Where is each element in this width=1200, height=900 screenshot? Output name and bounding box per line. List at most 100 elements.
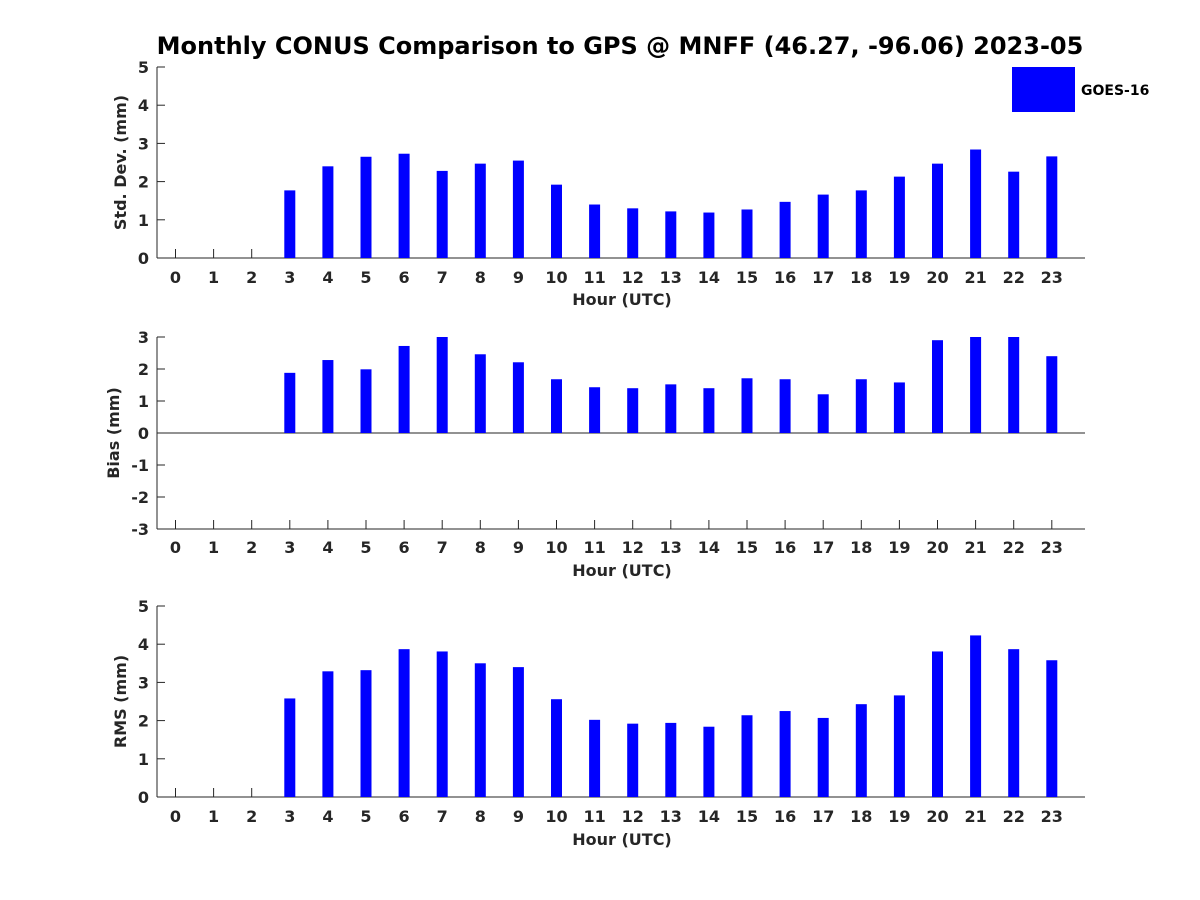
bar-hour-10 xyxy=(551,184,562,258)
bar-hour-21 xyxy=(970,149,982,258)
x-tick-label: 6 xyxy=(399,538,410,557)
bar-hour-12 xyxy=(627,723,639,797)
x-tick-label: 23 xyxy=(1041,807,1063,826)
bar-hour-17 xyxy=(817,717,829,797)
x-tick-label: 3 xyxy=(284,807,295,826)
bar-hour-20 xyxy=(932,651,943,797)
chart-title: Monthly CONUS Comparison to GPS @ MNFF (… xyxy=(157,32,1084,60)
x-tick-label: 16 xyxy=(774,538,796,557)
bar-hour-3 xyxy=(284,698,296,797)
bar-hour-9 xyxy=(512,362,524,433)
bar-hour-22 xyxy=(1008,171,1020,258)
bar-hour-23 xyxy=(1046,660,1058,797)
bar-hour-8 xyxy=(474,163,486,258)
x-tick-label: 17 xyxy=(812,538,834,557)
y-axis-label: Bias (mm) xyxy=(104,387,123,479)
x-tick-label: 7 xyxy=(437,268,448,287)
bar-hour-3 xyxy=(284,372,296,433)
legend-swatch-goes16 xyxy=(1012,67,1075,112)
x-tick-label: 20 xyxy=(926,538,948,557)
bar-hour-21 xyxy=(970,635,982,797)
y-tick-label: 3 xyxy=(138,673,149,692)
bar-hour-9 xyxy=(512,667,524,797)
y-tick-label: 5 xyxy=(138,58,149,77)
legend-label-goes16: GOES-16 xyxy=(1081,83,1149,99)
bar-hour-7 xyxy=(436,170,448,258)
x-tick-label: 17 xyxy=(812,268,834,287)
bar-hour-20 xyxy=(932,340,943,433)
x-tick-label: 18 xyxy=(850,807,872,826)
x-tick-label: 16 xyxy=(774,807,796,826)
x-tick-label: 13 xyxy=(660,268,682,287)
x-tick-label: 14 xyxy=(698,268,720,287)
x-tick-label: 23 xyxy=(1041,268,1063,287)
x-axis-label: Hour (UTC) xyxy=(572,830,672,849)
x-tick-label: 20 xyxy=(926,268,948,287)
bar-hour-12 xyxy=(627,208,639,258)
x-tick-label: 21 xyxy=(964,538,986,557)
bar-hour-15 xyxy=(741,715,753,797)
x-axis-label: Hour (UTC) xyxy=(572,561,672,580)
x-tick-label: 3 xyxy=(284,268,295,287)
bar-hour-10 xyxy=(551,379,562,433)
x-axis-label: Hour (UTC) xyxy=(572,290,672,309)
x-tick-label: 1 xyxy=(208,538,219,557)
y-tick-label: -3 xyxy=(131,520,149,539)
x-tick-label: 12 xyxy=(622,268,644,287)
y-tick-label: -1 xyxy=(131,456,149,475)
x-tick-label: 22 xyxy=(1003,268,1025,287)
x-tick-label: 17 xyxy=(812,807,834,826)
bar-hour-17 xyxy=(817,394,829,433)
bar-hour-13 xyxy=(665,722,677,797)
bar-hour-6 xyxy=(398,649,410,797)
bar-hour-20 xyxy=(932,163,943,258)
bar-hour-18 xyxy=(855,704,867,797)
bar-hour-19 xyxy=(893,695,905,797)
bar-hour-22 xyxy=(1008,649,1020,797)
y-tick-label: 4 xyxy=(138,96,149,115)
bar-hour-18 xyxy=(855,379,867,433)
x-tick-label: 11 xyxy=(583,538,605,557)
bar-hour-18 xyxy=(855,190,867,258)
y-tick-label: 1 xyxy=(138,211,149,230)
y-tick-label: 2 xyxy=(138,712,149,731)
x-tick-label: 1 xyxy=(208,807,219,826)
x-tick-label: 16 xyxy=(774,268,796,287)
y-tick-label: 0 xyxy=(138,424,149,443)
x-tick-label: 0 xyxy=(170,807,181,826)
x-tick-label: 6 xyxy=(399,807,410,826)
y-tick-label: 0 xyxy=(138,788,149,807)
bar-hour-6 xyxy=(398,345,410,433)
x-tick-label: 9 xyxy=(513,268,524,287)
y-tick-label: 3 xyxy=(138,134,149,153)
x-tick-label: 2 xyxy=(246,807,257,826)
bar-hour-7 xyxy=(436,337,448,433)
x-tick-label: 18 xyxy=(850,268,872,287)
x-tick-label: 13 xyxy=(660,538,682,557)
x-tick-label: 22 xyxy=(1003,538,1025,557)
y-tick-label: 4 xyxy=(138,635,149,654)
bar-hour-23 xyxy=(1046,156,1058,258)
x-tick-label: 8 xyxy=(475,268,486,287)
x-tick-label: 0 xyxy=(170,538,181,557)
bar-hour-11 xyxy=(589,204,601,258)
y-tick-label: 1 xyxy=(138,392,149,411)
x-tick-label: 12 xyxy=(622,807,644,826)
x-tick-label: 18 xyxy=(850,538,872,557)
x-tick-label: 14 xyxy=(698,807,720,826)
bar-hour-12 xyxy=(627,388,639,433)
x-tick-label: 11 xyxy=(583,268,605,287)
bar-hour-16 xyxy=(779,379,791,433)
x-tick-label: 10 xyxy=(545,538,567,557)
x-tick-label: 22 xyxy=(1003,807,1025,826)
x-tick-label: 1 xyxy=(208,268,219,287)
bar-hour-22 xyxy=(1008,337,1020,433)
bar-hour-5 xyxy=(360,670,372,797)
x-tick-label: 10 xyxy=(545,807,567,826)
x-tick-label: 3 xyxy=(284,538,295,557)
x-tick-label: 19 xyxy=(888,268,910,287)
x-tick-label: 23 xyxy=(1041,538,1063,557)
